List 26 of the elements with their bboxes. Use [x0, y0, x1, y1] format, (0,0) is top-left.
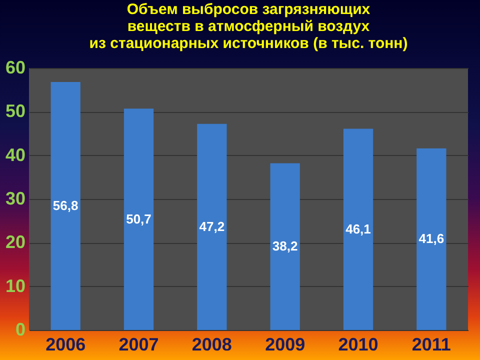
chart-title: Объем выбросов загрязняющих веществ в атмосферный воздух из стационарных источников (в тыс. тонн) — [89, 1, 408, 52]
data-label: 56,8 — [52, 198, 78, 213]
x-tick-label: 2010 — [338, 334, 378, 354]
bar — [270, 163, 300, 330]
data-label: 41,6 — [418, 231, 444, 246]
x-tick-label: 2011 — [412, 334, 451, 354]
y-tick-label: 60 — [5, 58, 26, 78]
y-tick-label: 20 — [5, 232, 26, 252]
y-tick-label: 10 — [5, 276, 26, 296]
y-tick-label: 50 — [5, 101, 26, 122]
x-tick-label: 2007 — [118, 334, 159, 354]
x-tick-label: 2006 — [46, 334, 86, 354]
bar — [124, 108, 154, 330]
data-label: 38,2 — [272, 238, 298, 254]
y-tick-label: 0 — [15, 320, 26, 340]
data-label: 46,1 — [346, 221, 371, 236]
bar — [197, 124, 227, 330]
bar — [416, 148, 446, 330]
y-tick-label: 40 — [5, 144, 26, 165]
y-tick-label: 30 — [5, 188, 26, 208]
x-tick-label: 2008 — [192, 334, 232, 354]
x-tick-label: 2009 — [265, 334, 306, 354]
bar — [343, 128, 374, 330]
bar — [50, 82, 80, 330]
data-label: 47,2 — [199, 218, 225, 234]
data-label: 50,7 — [126, 211, 152, 226]
